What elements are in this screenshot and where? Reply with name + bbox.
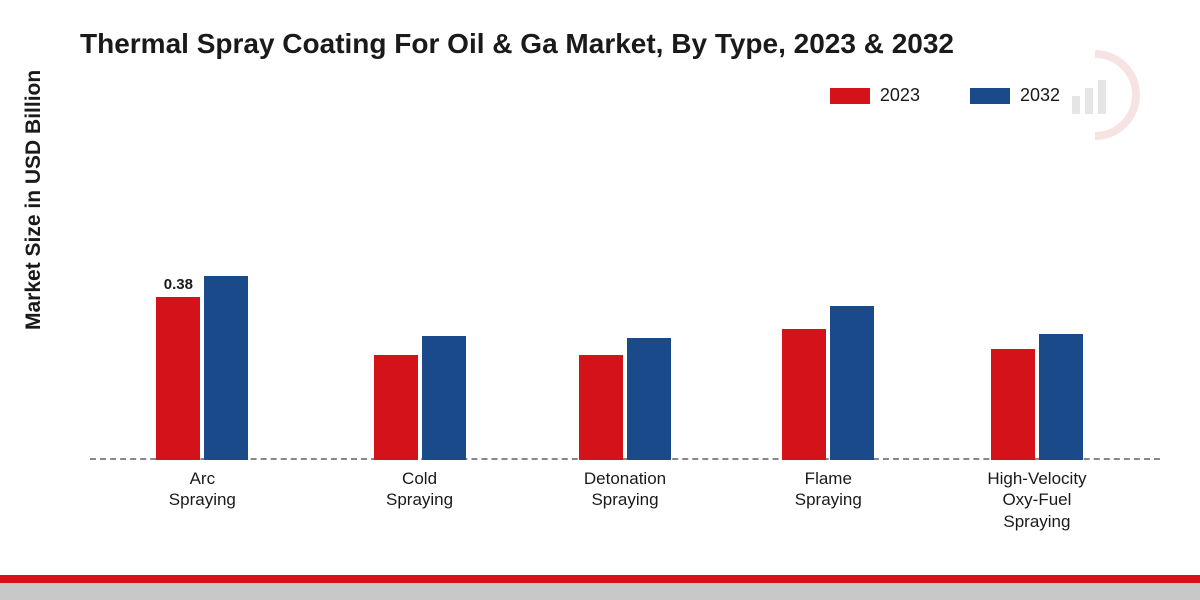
bar-group xyxy=(156,276,248,460)
bar xyxy=(422,336,466,460)
bar xyxy=(1039,334,1083,460)
bar xyxy=(830,306,874,460)
footer-red-bar xyxy=(0,575,1200,583)
bar-group xyxy=(991,334,1083,460)
y-axis-label: Market Size in USD Billion xyxy=(22,70,46,330)
bar-group xyxy=(374,336,466,460)
bar xyxy=(579,355,623,460)
legend-swatch-2032 xyxy=(970,88,1010,104)
footer-gray-bar xyxy=(0,583,1200,600)
bar-group xyxy=(782,306,874,460)
legend-item-2023: 2023 xyxy=(830,85,920,106)
bar-group xyxy=(579,338,671,460)
footer-stripe xyxy=(0,575,1200,600)
x-tick-label: FlameSpraying xyxy=(795,468,862,511)
x-tick-label: DetonationSpraying xyxy=(584,468,666,511)
legend-item-2032: 2032 xyxy=(970,85,1060,106)
bar xyxy=(627,338,671,460)
x-tick-label: ColdSpraying xyxy=(386,468,453,511)
bar xyxy=(204,276,248,460)
legend-label-2023: 2023 xyxy=(880,85,920,106)
plot-area: 0.38 xyxy=(90,160,1160,460)
legend-label-2032: 2032 xyxy=(1020,85,1060,106)
bar xyxy=(156,297,200,460)
x-tick-label: ArcSpraying xyxy=(169,468,236,511)
bar xyxy=(374,355,418,460)
x-tick-label: High-VelocityOxy-FuelSpraying xyxy=(987,468,1086,532)
bar xyxy=(782,329,826,460)
watermark-logo xyxy=(1050,50,1140,140)
chart-title: Thermal Spray Coating For Oil & Ga Marke… xyxy=(80,28,954,60)
bar xyxy=(991,349,1035,460)
legend-swatch-2023 xyxy=(830,88,870,104)
bar-value-label: 0.38 xyxy=(164,276,193,293)
legend: 2023 2032 xyxy=(830,85,1060,106)
